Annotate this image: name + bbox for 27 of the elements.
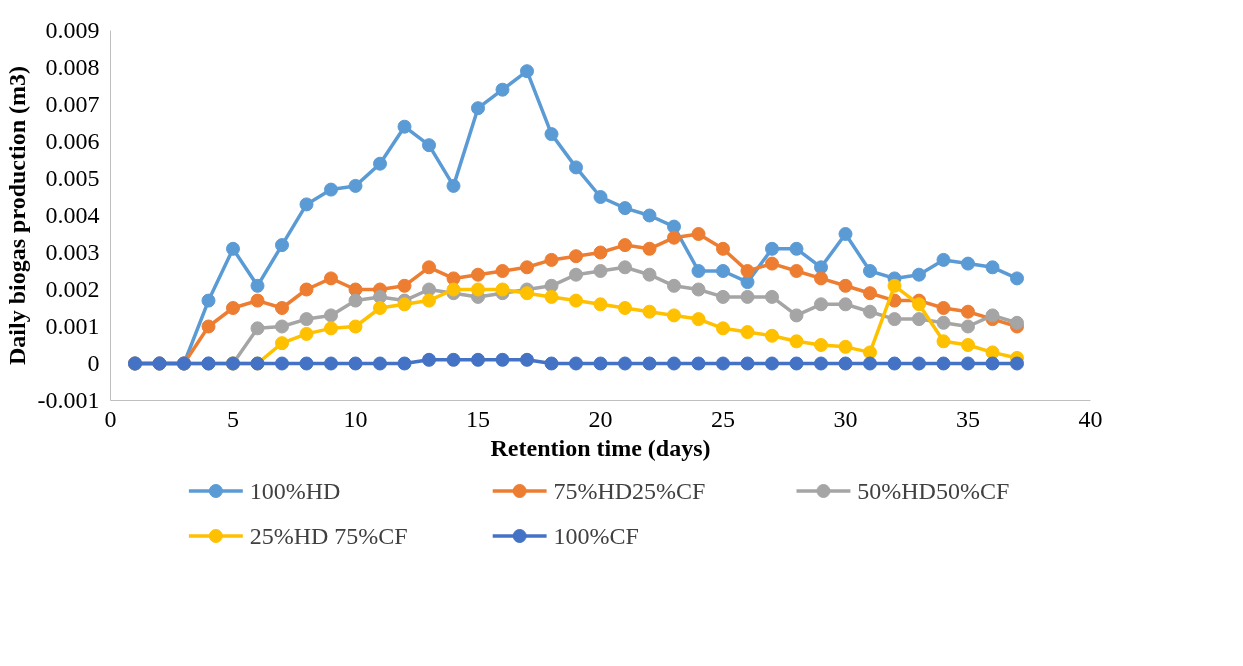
y-tick-label: 0.003 xyxy=(45,239,100,265)
x-tick-label: 20 xyxy=(588,405,613,432)
y-tick-label: 0.004 xyxy=(45,202,100,228)
y-axis-title: Daily biogas production (m3) xyxy=(3,66,30,365)
x-tick-label: 30 xyxy=(833,405,858,432)
legend-label: 75%HD25%CF xyxy=(553,478,706,504)
y-tick-label: -0.001 xyxy=(37,387,100,413)
y-tick-label: 0.007 xyxy=(45,91,100,117)
x-tick-label: 15 xyxy=(466,405,490,432)
y-tick-label: 0.006 xyxy=(45,128,100,154)
y-tick-label: 0.008 xyxy=(45,54,100,80)
x-axis-title: Retention time (days) xyxy=(490,434,711,461)
y-tick-label: 0.005 xyxy=(45,165,100,191)
legend-label: 50%HD50%CF xyxy=(857,478,1010,504)
x-tick-label: 5 xyxy=(227,405,239,432)
legend-label: 100%CF xyxy=(553,523,639,549)
y-tick-label: 0.009 xyxy=(45,17,100,43)
x-tick-label: 0 xyxy=(104,405,117,432)
legend-label: 25%HD 75%CF xyxy=(249,523,408,549)
x-tick-label: 10 xyxy=(343,405,368,432)
x-tick-label: 25 xyxy=(711,405,735,432)
y-tick-label: 0.002 xyxy=(45,276,100,302)
x-tick-label: 35 xyxy=(956,405,980,432)
legend-label: 100%HD xyxy=(249,478,341,504)
y-tick-label: 0 xyxy=(87,350,100,376)
x-tick-label: 40 xyxy=(1078,405,1103,432)
y-tick-label: 0.001 xyxy=(45,313,100,339)
